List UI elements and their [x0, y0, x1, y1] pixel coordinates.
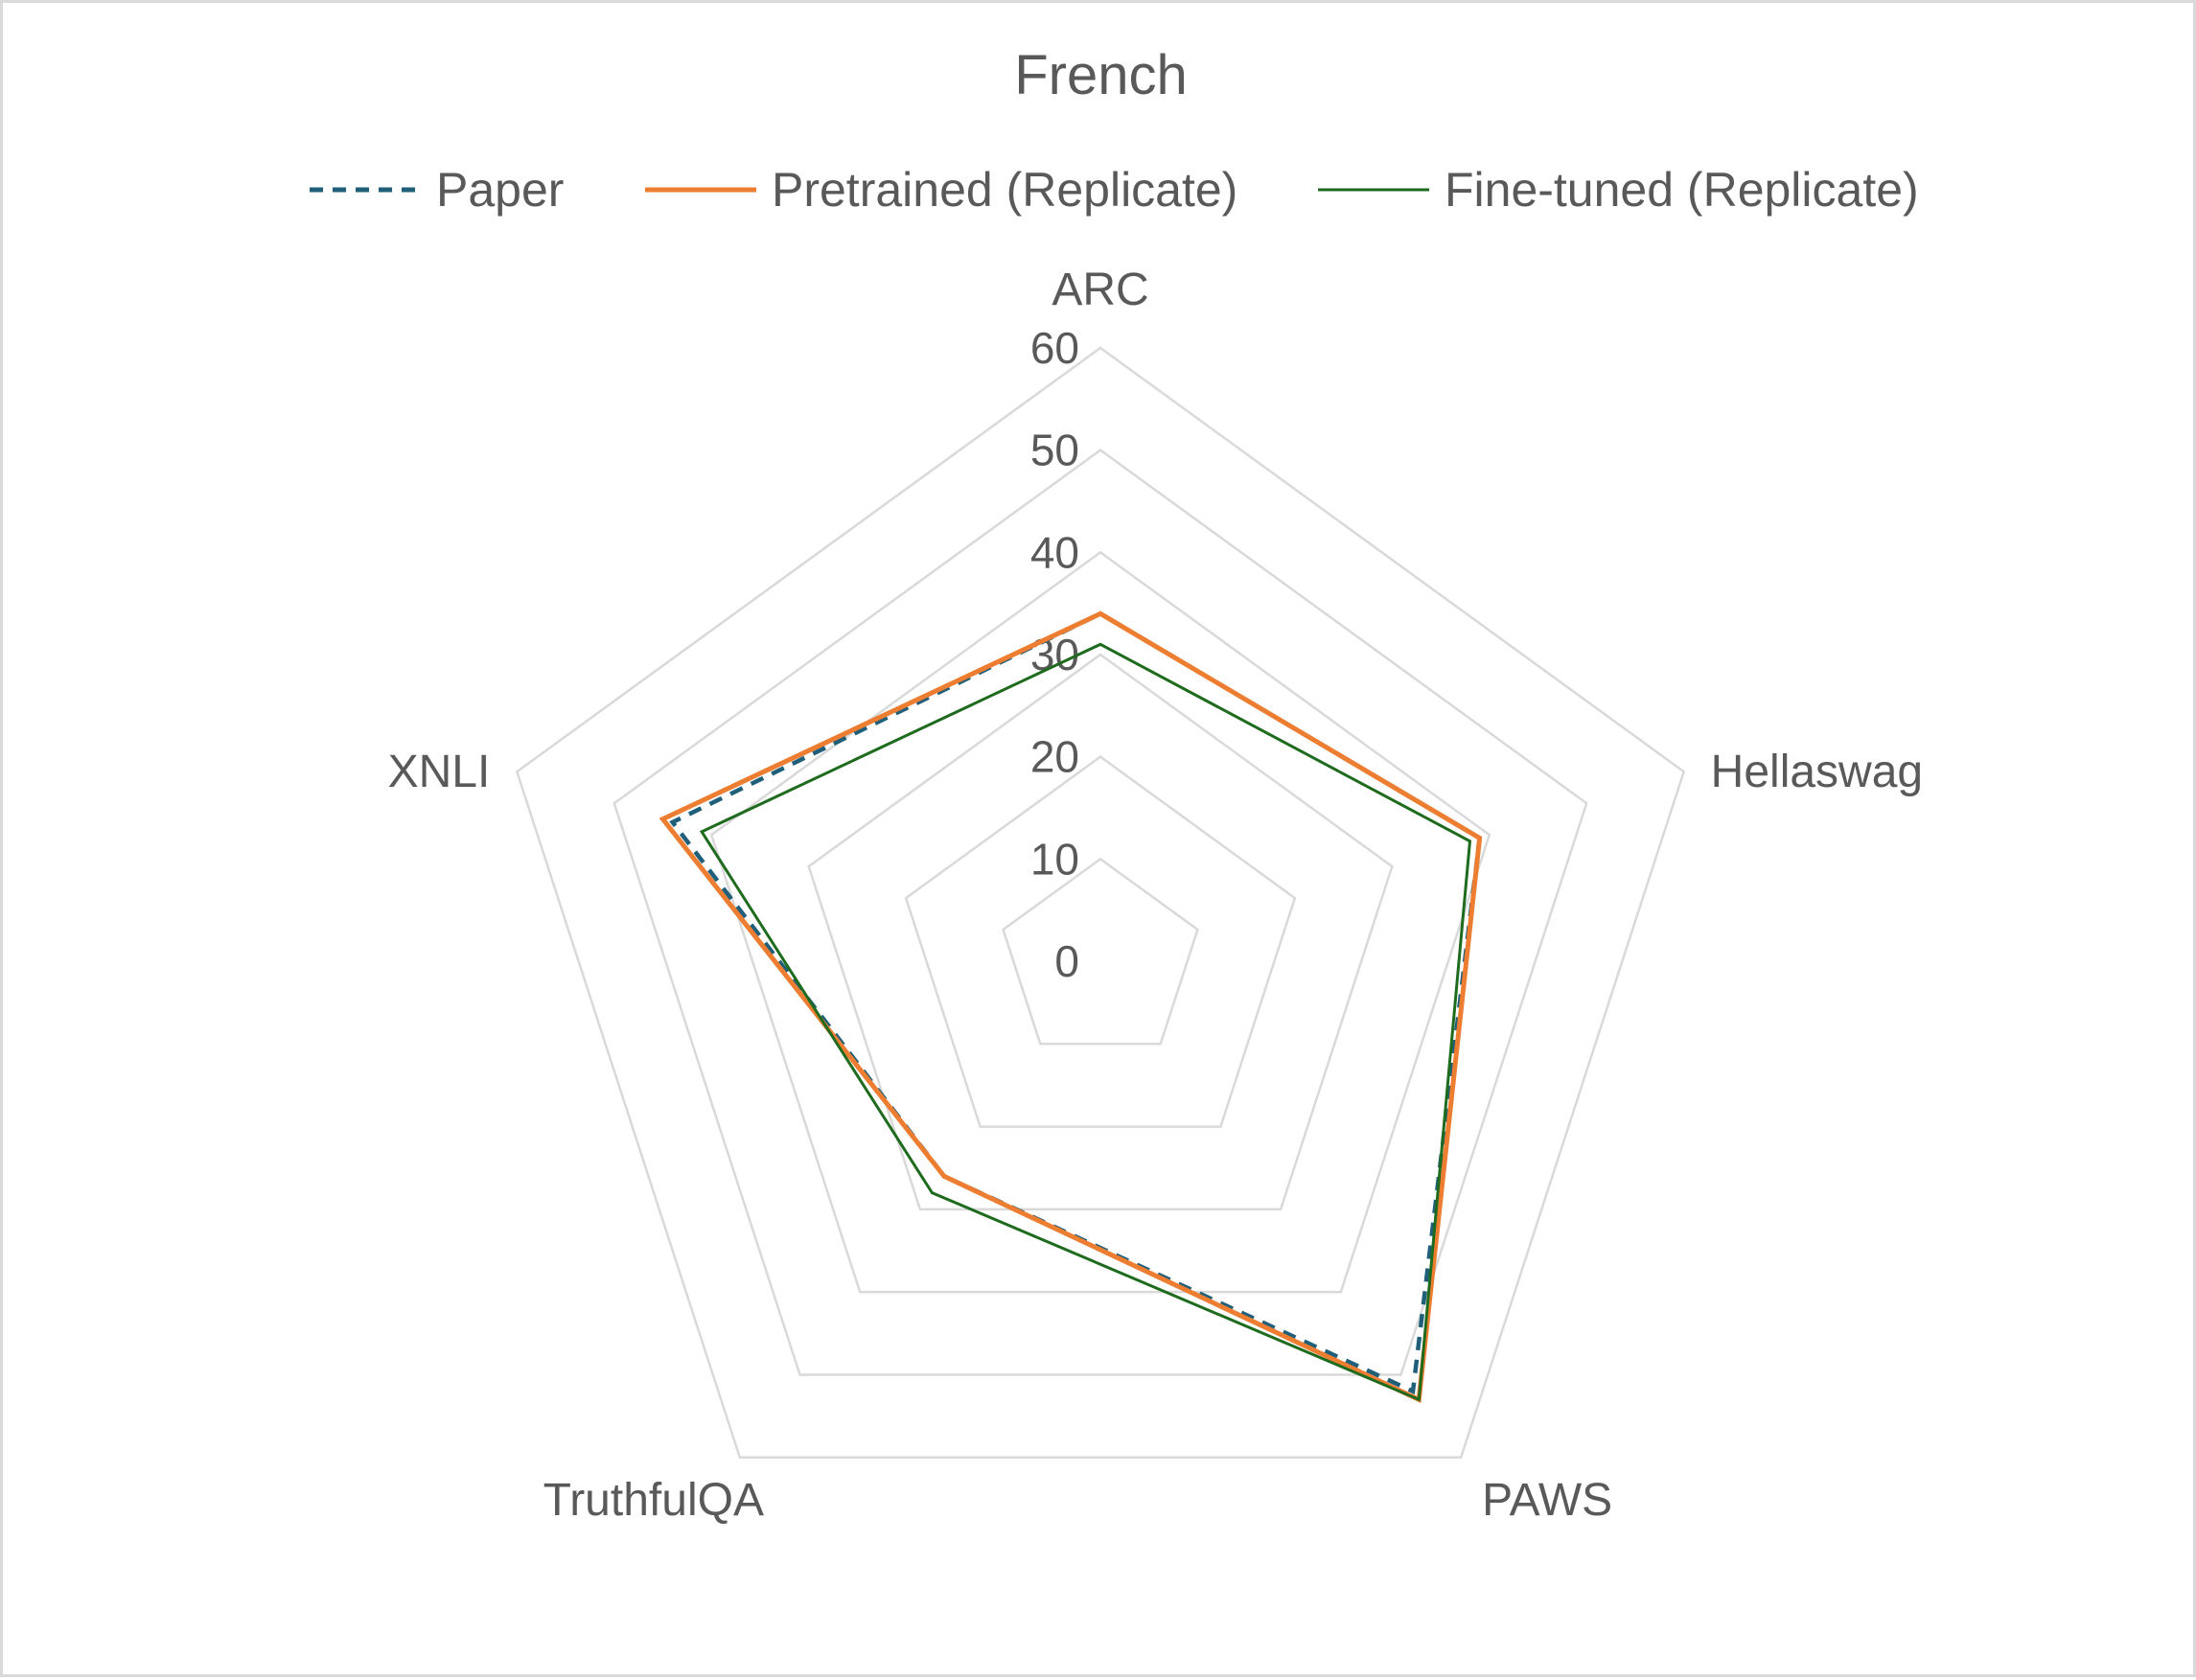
- series-line-paper: [669, 610, 1483, 1395]
- legend-swatch-finetuned: [1318, 188, 1429, 192]
- legend-item-paper: Paper: [308, 156, 564, 223]
- radial-tick-label: 0: [1054, 936, 1079, 986]
- chart-title: French: [1014, 44, 1188, 106]
- grid-ring-40: [709, 550, 1491, 1294]
- axis-label-truthfulqa: TruthfulQA: [543, 1475, 764, 1526]
- legend-label-paper: Paper: [436, 163, 565, 217]
- axis-label-paws: PAWS: [1482, 1475, 1612, 1526]
- series-line-fine-tuned-replicate: [699, 642, 1472, 1402]
- radial-tick-label: 50: [1030, 426, 1079, 475]
- radial-tick-label: 40: [1030, 527, 1079, 577]
- radar-chart: 0 10 20 30 40 50 60 ARC Hellaswag PAWS TruthfulQA X…: [388, 265, 1924, 1526]
- radial-tick-label: 10: [1030, 834, 1079, 884]
- axis-label-arc: ARC: [1052, 265, 1148, 315]
- legend-swatch-paper: [310, 187, 421, 193]
- legend-item-pretrained: Pretrained (Replicate): [643, 156, 1237, 223]
- radial-tick-label: 30: [1030, 630, 1079, 679]
- legend-swatch-pretrained: [645, 187, 756, 193]
- radial-tick-label: 20: [1030, 732, 1079, 782]
- axis-label-xnli: XNLI: [388, 747, 491, 797]
- radial-tick-label: 60: [1030, 323, 1079, 373]
- grid-ring-10: [1002, 857, 1199, 1046]
- legend-item-finetuned: Fine-tuned (Replicate): [1316, 156, 1919, 223]
- grid-ring-60: [515, 346, 1686, 1460]
- legend-label-pretrained: Pretrained (Replicate): [772, 163, 1238, 217]
- grid-ring-50: [613, 449, 1588, 1376]
- axis-label-hellaswag: Hellaswag: [1711, 747, 1923, 797]
- legend-label-finetuned: Fine-tuned (Replicate): [1445, 163, 1919, 217]
- series-line-pretrained-replicate: [659, 610, 1483, 1404]
- grid-ring-20: [904, 755, 1297, 1128]
- grid-ring-30: [807, 653, 1394, 1211]
